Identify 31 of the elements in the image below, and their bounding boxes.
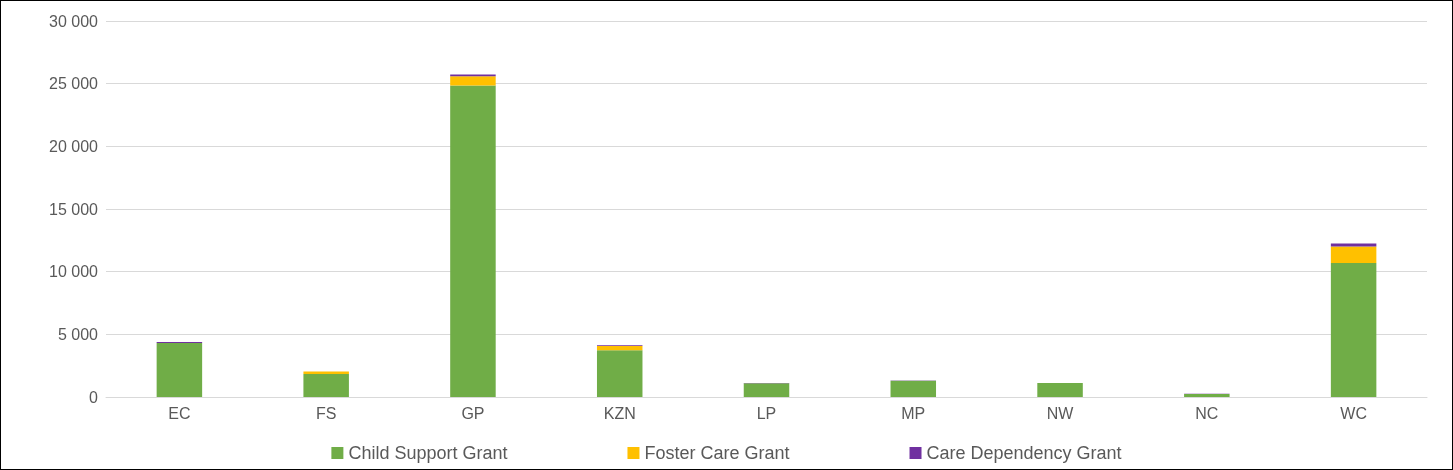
- x-tick-label: NC: [1195, 404, 1219, 422]
- bar: [1330, 246, 1377, 264]
- bar: [890, 380, 937, 397]
- bar: [1037, 383, 1083, 397]
- x-tick-label: GP: [461, 404, 485, 422]
- x-tick-label: NW: [1046, 404, 1075, 422]
- x-tick-label: KZN: [603, 404, 636, 422]
- bar: [596, 345, 643, 351]
- bar: [1330, 243, 1377, 247]
- bar: [1330, 263, 1377, 397]
- x-tick-label: FS: [315, 404, 337, 422]
- y-tick-label: 15 000: [49, 200, 99, 218]
- y-tick-label: 10 000: [49, 263, 99, 281]
- y-tick-label: 30 000: [49, 12, 99, 30]
- legend-label: Foster Care Grant: [644, 443, 790, 463]
- bar: [450, 85, 496, 397]
- x-tick-label: MP: [901, 404, 926, 422]
- legend-label: Child Support Grant: [348, 443, 508, 463]
- x-tick-label: WC: [1340, 404, 1367, 422]
- bar: [303, 374, 349, 397]
- y-tick-label: 20 000: [49, 137, 99, 155]
- y-tick-label: 5 000: [57, 325, 99, 343]
- bar: [450, 76, 496, 86]
- y-tick-label: 25 000: [49, 75, 99, 93]
- bar: [743, 383, 790, 397]
- bar: [596, 350, 643, 397]
- x-tick-label: EC: [168, 404, 191, 422]
- bar: [156, 343, 203, 397]
- legend-label: Care Dependency Grant: [926, 443, 1122, 463]
- x-tick-label: LP: [756, 404, 777, 422]
- y-tick-label: 0: [89, 388, 99, 406]
